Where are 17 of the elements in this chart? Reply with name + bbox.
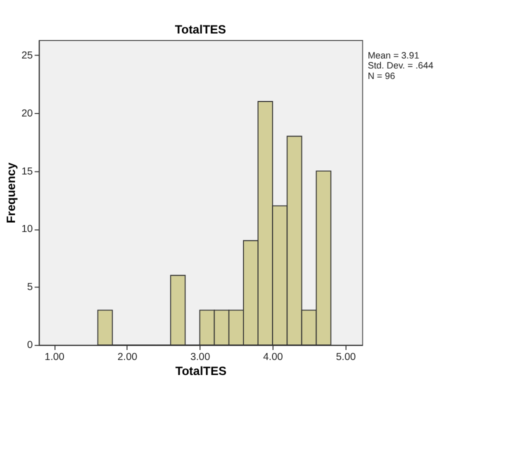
x-tick-label: 1.00 [44, 352, 65, 364]
y-tick-label: 15 [22, 166, 34, 178]
y-axis-title: Frequency [4, 162, 18, 224]
y-tick-label: 25 [22, 50, 34, 62]
y-tick-label: 20 [22, 108, 34, 120]
chart-title: TotalTES [174, 22, 226, 37]
text: Mean = 3.91 [368, 50, 420, 61]
x-tick-label: 4.00 [263, 352, 284, 364]
x-tick-label: 5.00 [336, 352, 356, 364]
x-tick-label: 3.00 [190, 352, 210, 364]
text: Std. Dev. = .644 [368, 60, 434, 71]
x-tick-label: 2.00 [118, 352, 138, 364]
text: N = 96 [368, 70, 396, 81]
y-tick-label: 0 [27, 340, 34, 352]
y-tick-label: 10 [22, 224, 34, 236]
x-axis-title: TotalTES [175, 364, 227, 378]
y-tick-label: 5 [27, 282, 34, 294]
